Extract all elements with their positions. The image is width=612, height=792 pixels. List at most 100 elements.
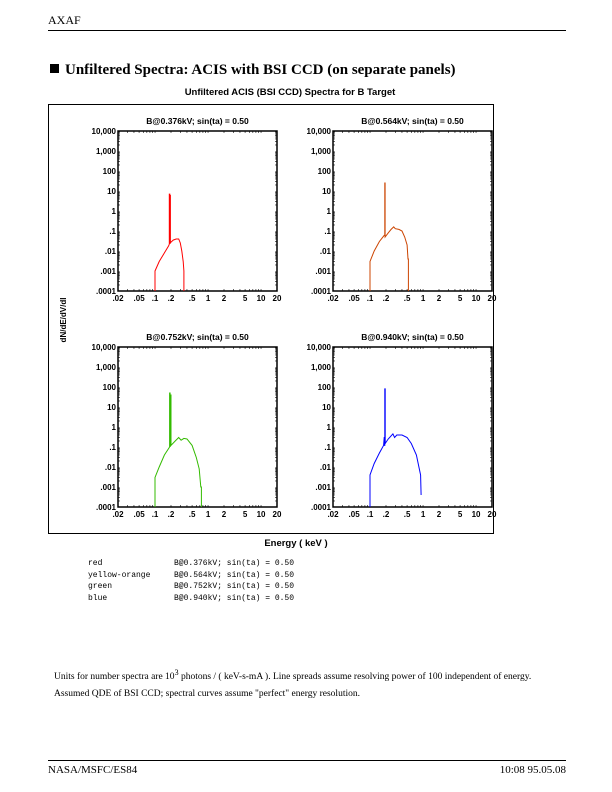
legend: red B@0.376kV; sin(ta) = 0.50 yellow-oran… — [88, 558, 294, 604]
bullet-icon — [50, 64, 59, 73]
y-tick-label: 100 — [318, 167, 332, 176]
x-tick-label: 5 — [458, 510, 463, 519]
y-tick-label: .001 — [315, 267, 331, 276]
x-tick-label: 5 — [243, 510, 248, 519]
x-tick-label: .05 — [134, 294, 146, 303]
spectrum-line — [369, 182, 409, 291]
x-tick-label: .5 — [189, 294, 196, 303]
x-tick-label: .1 — [152, 294, 159, 303]
section-title: Unfiltered Spectra: ACIS with BSI CCD (o… — [50, 62, 456, 79]
y-tick-label: .0001 — [311, 503, 332, 512]
note-exponent: 3 — [174, 668, 179, 677]
y-axis-label: dN/dE/dV/dI — [59, 298, 68, 343]
x-tick-label: 2 — [437, 510, 442, 519]
x-tick-label: .5 — [189, 510, 196, 519]
section-title-text: Unfiltered Spectra: ACIS with BSI CCD (o… — [65, 62, 456, 78]
y-tick-label: .001 — [315, 483, 331, 492]
y-tick-label: 10,000 — [307, 127, 332, 136]
x-tick-label: 1 — [206, 510, 211, 519]
y-tick-label: 10 — [107, 403, 116, 412]
note-text: Units for number spectra are 10 — [54, 672, 175, 683]
x-tick-label: 20 — [488, 294, 497, 303]
panel-title: B@0.564kV; sin(ta) = 0.50 — [361, 116, 464, 126]
x-tick-label: .1 — [152, 510, 159, 519]
y-tick-label: 10,000 — [307, 343, 332, 352]
plot-area — [117, 130, 278, 292]
legend-color: green — [88, 582, 113, 591]
footer-rule — [48, 760, 566, 761]
header-title: AXAF — [48, 13, 81, 27]
x-tick-label: .2 — [168, 510, 175, 519]
y-tick-label: 10,000 — [92, 343, 117, 352]
legend-desc: B@0.376kV; sin(ta) = 0.50 — [174, 559, 295, 568]
x-tick-label: 20 — [488, 510, 497, 519]
footnote: Units for number spectra are 103 photons… — [54, 664, 554, 703]
y-tick-label: 1 — [112, 207, 117, 216]
x-tick-label: 20 — [273, 510, 282, 519]
y-tick-label: .001 — [100, 483, 116, 492]
y-tick-label: .01 — [320, 247, 332, 256]
plot-area — [332, 346, 493, 508]
x-tick-label: .2 — [383, 294, 390, 303]
x-tick-label: .2 — [168, 294, 175, 303]
x-tick-label: .1 — [367, 294, 374, 303]
footer-left: NASA/MSFC/ES84 — [48, 764, 138, 776]
x-tick-label: 10 — [257, 510, 266, 519]
y-tick-label: .01 — [105, 247, 117, 256]
x-tick-label: 10 — [472, 294, 481, 303]
y-tick-label: 100 — [103, 383, 117, 392]
spectrum-line — [154, 392, 202, 507]
y-tick-label: 1,000 — [311, 147, 332, 156]
plot-area — [332, 130, 493, 292]
y-tick-label: 100 — [318, 383, 332, 392]
x-tick-label: .05 — [349, 510, 361, 519]
x-tick-label: 10 — [257, 294, 266, 303]
y-tick-label: .1 — [109, 227, 116, 236]
y-tick-label: .1 — [109, 443, 116, 452]
plot-area — [117, 346, 278, 508]
x-tick-label: 5 — [243, 294, 248, 303]
x-tick-label: 2 — [222, 294, 227, 303]
x-tick-label: .05 — [134, 510, 146, 519]
y-tick-label: 10,000 — [92, 127, 117, 136]
x-tick-label: 1 — [206, 294, 211, 303]
spectrum-line — [154, 193, 185, 291]
x-tick-label: 2 — [222, 510, 227, 519]
x-axis-label: Energy ( keV ) — [264, 538, 327, 549]
y-tick-label: 1,000 — [311, 363, 332, 372]
y-tick-label: 1,000 — [96, 147, 117, 156]
note-text-2: photons / ( keV-s-mA ). Line spreads ass… — [54, 672, 532, 700]
spectra-chart: Unfiltered ACIS (BSI CCD) Spectra for B … — [48, 87, 497, 549]
y-tick-label: 10 — [322, 403, 331, 412]
legend-row: yellow-orange B@0.564kV; sin(ta) = 0.50 — [88, 570, 294, 582]
legend-desc: B@0.940kV; sin(ta) = 0.50 — [174, 593, 295, 603]
y-tick-label: .1 — [324, 227, 331, 236]
x-tick-label: 1 — [421, 294, 426, 303]
x-tick-label: .02 — [112, 294, 124, 303]
legend-color: yellow-orange — [88, 570, 151, 580]
legend-desc: B@0.564kV; sin(ta) = 0.50 — [174, 570, 295, 580]
x-tick-label: .5 — [404, 510, 411, 519]
y-tick-label: .1 — [324, 443, 331, 452]
x-tick-label: .05 — [349, 294, 361, 303]
y-tick-label: .01 — [320, 463, 332, 472]
legend-color: red — [88, 559, 103, 568]
panel-title: B@0.376kV; sin(ta) = 0.50 — [146, 116, 249, 126]
x-tick-label: .5 — [404, 294, 411, 303]
y-tick-label: .0001 — [96, 287, 117, 296]
panel-title: B@0.752kV; sin(ta) = 0.50 — [146, 332, 249, 342]
x-tick-label: .02 — [112, 510, 124, 519]
panel-title: B@0.940kV; sin(ta) = 0.50 — [361, 332, 464, 342]
legend-row: green B@0.752kV; sin(ta) = 0.50 — [88, 581, 294, 593]
chart-title: Unfiltered ACIS (BSI CCD) Spectra for B … — [185, 87, 396, 98]
y-tick-label: 1 — [112, 423, 117, 432]
x-tick-label: .02 — [327, 510, 339, 519]
y-tick-label: 1 — [327, 423, 332, 432]
x-tick-label: .1 — [367, 510, 374, 519]
y-tick-label: 1,000 — [96, 363, 117, 372]
y-tick-label: .0001 — [96, 503, 117, 512]
legend-desc: B@0.752kV; sin(ta) = 0.50 — [174, 582, 295, 591]
y-tick-label: .001 — [100, 267, 116, 276]
x-tick-label: 20 — [273, 294, 282, 303]
